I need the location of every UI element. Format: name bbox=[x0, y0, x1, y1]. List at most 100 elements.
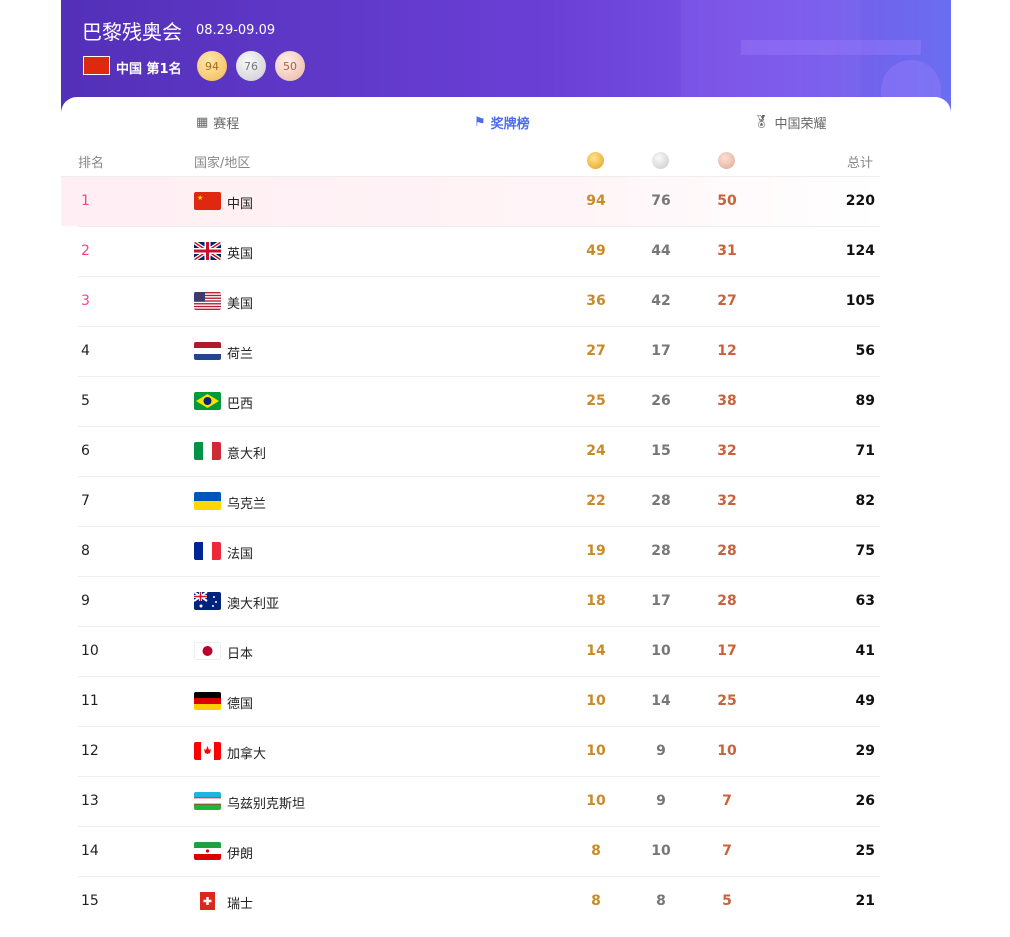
table-row[interactable]: 7 乌克兰 22 28 32 82 bbox=[78, 476, 880, 526]
gold-count: 10 bbox=[586, 743, 606, 759]
silver-count: 26 bbox=[651, 393, 671, 409]
rank: 1 bbox=[81, 193, 90, 209]
header-total-col: 总计 bbox=[847, 156, 874, 171]
svg-text:★: ★ bbox=[197, 194, 203, 202]
rank: 5 bbox=[81, 393, 90, 409]
total-count: 124 bbox=[845, 243, 875, 259]
gold-count: 25 bbox=[586, 393, 606, 409]
total-count: 25 bbox=[855, 843, 875, 859]
total-count: 105 bbox=[845, 293, 875, 309]
tab-china-glory[interactable]: 🏅︎ 中国荣耀 bbox=[753, 115, 827, 132]
rank: 9 bbox=[81, 593, 90, 609]
silver-count: 10 bbox=[651, 643, 671, 659]
gold-count: 14 bbox=[586, 643, 606, 659]
table-row[interactable]: 12 加拿大 10 9 10 29 bbox=[78, 726, 880, 776]
table-row[interactable]: 1 ★ 中国 94 76 50 220 bbox=[61, 176, 880, 226]
ch-flag-icon bbox=[194, 892, 221, 910]
table-row[interactable]: 3 美国 36 42 27 105 bbox=[78, 276, 880, 326]
silver-count: 14 bbox=[651, 693, 671, 709]
table-row[interactable]: 8 法国 19 28 28 75 bbox=[78, 526, 880, 576]
rank: 8 bbox=[81, 543, 90, 559]
table-row[interactable]: 15 瑞士 8 8 5 21 bbox=[78, 876, 880, 926]
bronze-count: 25 bbox=[717, 693, 737, 709]
header-banner: 巴黎残奥会 08.29-09.09 中国 第1名 94 76 50 bbox=[61, 0, 951, 115]
country-name: 巴西 bbox=[227, 397, 254, 412]
tab-medal-table[interactable]: ⚑ 奖牌榜 bbox=[474, 115, 530, 132]
table-row[interactable]: 13 乌兹别克斯坦 10 9 7 26 bbox=[78, 776, 880, 826]
calendar-icon: ▦ bbox=[196, 115, 209, 130]
gold-count: 94 bbox=[586, 193, 606, 209]
gold-count: 22 bbox=[586, 493, 606, 509]
flag-icon: ⚑ bbox=[474, 115, 486, 130]
header-rank: 第1名 bbox=[146, 62, 182, 77]
br-flag-icon bbox=[194, 392, 221, 410]
silver-count: 10 bbox=[651, 843, 671, 859]
silver-count: 8 bbox=[656, 893, 666, 909]
bronze-count: 5 bbox=[722, 893, 732, 909]
gold-count: 10 bbox=[586, 793, 606, 809]
de-flag-icon bbox=[194, 692, 221, 710]
table-row[interactable]: 10 日本 14 10 17 41 bbox=[78, 626, 880, 676]
rank: 10 bbox=[81, 643, 99, 659]
gold-count: 8 bbox=[591, 893, 601, 909]
bronze-count: 38 bbox=[717, 393, 737, 409]
table-row[interactable]: 2 英国 49 44 31 124 bbox=[78, 226, 880, 276]
silver-medal-icon bbox=[652, 152, 669, 169]
ir-flag-icon bbox=[194, 842, 221, 860]
total-count: 71 bbox=[855, 443, 875, 459]
jp-flag-icon bbox=[194, 642, 221, 660]
rank: 7 bbox=[81, 493, 90, 509]
bronze-count: 12 bbox=[717, 343, 737, 359]
country-name: 澳大利亚 bbox=[227, 597, 280, 612]
event-dates: 08.29-09.09 bbox=[196, 23, 276, 38]
table-row[interactable]: 11 德国 10 14 25 49 bbox=[78, 676, 880, 726]
silver-count: 15 bbox=[651, 443, 671, 459]
country-name: 乌克兰 bbox=[227, 497, 267, 512]
total-count: 21 bbox=[855, 893, 875, 909]
country-name: 意大利 bbox=[227, 447, 267, 462]
total-count: 82 bbox=[855, 493, 875, 509]
country-name: 中国 bbox=[227, 197, 254, 212]
country-name: 美国 bbox=[227, 297, 254, 312]
header-rank-col: 排名 bbox=[78, 156, 105, 171]
total-count: 56 bbox=[855, 343, 875, 359]
gold-count: 36 bbox=[586, 293, 606, 309]
china-flag-icon bbox=[83, 56, 110, 75]
silver-coin: 76 bbox=[236, 51, 266, 81]
silver-count: 9 bbox=[656, 743, 666, 759]
bronze-count: 31 bbox=[717, 243, 737, 259]
total-count: 26 bbox=[855, 793, 875, 809]
bronze-count: 7 bbox=[722, 843, 732, 859]
header-country-col: 国家/地区 bbox=[194, 156, 251, 171]
rank: 4 bbox=[81, 343, 90, 359]
bronze-coin: 50 bbox=[275, 51, 305, 81]
country-name: 荷兰 bbox=[227, 347, 254, 362]
gold-count: 27 bbox=[586, 343, 606, 359]
nl-flag-icon bbox=[194, 342, 221, 360]
silver-count: 17 bbox=[651, 593, 671, 609]
gold-count: 10 bbox=[586, 693, 606, 709]
rank: 2 bbox=[81, 243, 90, 259]
table-row[interactable]: 14 伊朗 8 10 7 25 bbox=[78, 826, 880, 876]
table-row[interactable]: 9 澳大利亚 18 17 28 63 bbox=[78, 576, 880, 626]
ua-flag-icon bbox=[194, 492, 221, 510]
silver-count: 76 bbox=[651, 193, 671, 209]
rank: 14 bbox=[81, 843, 99, 859]
tab-schedule[interactable]: ▦ 赛程 bbox=[196, 115, 240, 132]
table-row[interactable]: 6 意大利 24 15 32 71 bbox=[78, 426, 880, 476]
gold-coin: 94 bbox=[197, 51, 227, 81]
fr-flag-icon bbox=[194, 542, 221, 560]
ca-flag-icon bbox=[194, 742, 221, 760]
total-count: 75 bbox=[855, 543, 875, 559]
table-row[interactable]: 4 荷兰 27 17 12 56 bbox=[78, 326, 880, 376]
gold-count: 19 bbox=[586, 543, 606, 559]
silver-count: 28 bbox=[651, 543, 671, 559]
silver-count: 28 bbox=[651, 493, 671, 509]
table-row[interactable]: 5 巴西 25 26 38 89 bbox=[78, 376, 880, 426]
bronze-count: 32 bbox=[717, 443, 737, 459]
bronze-count: 10 bbox=[717, 743, 737, 759]
header-country: 中国 bbox=[116, 62, 143, 77]
country-name: 德国 bbox=[227, 697, 254, 712]
silver-count: 44 bbox=[651, 243, 671, 259]
us-flag-icon bbox=[194, 292, 221, 310]
